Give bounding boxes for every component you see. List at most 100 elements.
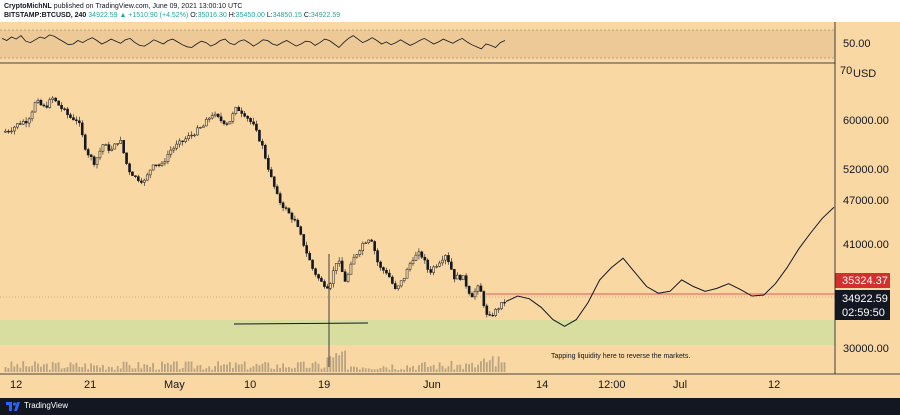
volume-bar	[22, 361, 25, 372]
candle-body	[281, 202, 285, 208]
volume-bar	[43, 364, 45, 372]
volume-bar	[468, 364, 470, 372]
volume-bar	[249, 367, 252, 372]
candle-body	[252, 121, 255, 125]
volume-bar	[16, 364, 19, 372]
volume-bar	[279, 367, 281, 372]
volume-bar	[376, 369, 379, 372]
volume-bar	[229, 362, 231, 372]
candle-body	[166, 153, 170, 162]
close-value: 34922.59	[310, 12, 341, 19]
volume-bar	[350, 366, 352, 372]
volume-bar	[409, 367, 411, 372]
volume-bar	[54, 363, 57, 372]
volume-bar	[243, 361, 246, 372]
volume-bar	[172, 361, 175, 372]
annotation-text: Tapping liquidity here to reverse the ma…	[551, 353, 690, 360]
time-tick: 12	[10, 379, 22, 391]
candle-body	[18, 123, 22, 125]
volume-bar	[69, 362, 72, 372]
candle-body	[485, 305, 489, 315]
candle-body	[78, 120, 81, 124]
chart-area[interactable]: 50.00 70 USD Tapping liquidity here to r…	[0, 22, 900, 398]
candle-body	[89, 154, 93, 157]
liquidity-trendline	[233, 322, 369, 325]
candle-body	[207, 117, 211, 120]
candle-body	[27, 118, 31, 124]
candle-body	[137, 176, 140, 182]
candle-body	[36, 100, 40, 104]
volume-bar	[155, 369, 157, 372]
candle-body	[388, 272, 391, 278]
volume-bar	[394, 369, 397, 372]
candle-body	[86, 149, 90, 156]
volume-bar	[125, 361, 128, 372]
price-unit: USD	[853, 68, 876, 80]
candle-body	[213, 113, 217, 116]
volume-bar	[226, 364, 228, 372]
candle-body	[346, 273, 350, 282]
candle-body	[299, 226, 303, 235]
candle-body	[204, 119, 208, 127]
tradingview-brand[interactable]: TradingView	[24, 401, 69, 410]
volume-bar	[403, 369, 405, 372]
candle-body	[104, 144, 108, 146]
candle-body	[320, 277, 323, 282]
resistance-price-text: 35324.37	[842, 275, 888, 287]
candle-body	[125, 152, 128, 164]
candle-body	[287, 208, 291, 214]
volume-bar	[483, 358, 485, 372]
volume-bar	[382, 366, 385, 372]
time-tick: Jul	[673, 379, 687, 391]
volume-bar	[167, 362, 169, 372]
candle-body	[145, 174, 149, 181]
candle-body	[187, 135, 190, 140]
time-axis[interactable]: 12 21 May 10 19 Jun 14 12:00 Jul 12	[0, 373, 900, 391]
candle-body	[33, 102, 37, 113]
volume-bar	[190, 361, 193, 372]
candle-body	[116, 143, 120, 145]
price-tick: 47000.00	[843, 195, 889, 207]
candle-body	[393, 283, 397, 289]
candle-body	[196, 127, 199, 136]
publisher-name[interactable]: CryptoMichNL	[4, 3, 52, 10]
volume-bar	[107, 366, 110, 372]
countdown-text: 02:59:50	[842, 307, 885, 319]
price-axis[interactable]: 60000.00 52000.00 47000.00 41000.00 3000…	[835, 115, 890, 355]
candle-body	[326, 286, 329, 289]
volume-bar	[459, 364, 462, 372]
volume-bar	[131, 368, 134, 372]
candle-body	[467, 286, 471, 294]
volume-bar	[356, 367, 358, 372]
candle-body	[453, 269, 456, 280]
candle-body	[405, 268, 409, 279]
candle-body	[461, 275, 465, 280]
volume-bar	[232, 367, 234, 372]
volume-bar	[220, 365, 222, 372]
volume-bar	[270, 368, 273, 372]
time-tick: 14	[536, 379, 548, 391]
tradingview-logo-icon[interactable]	[6, 402, 20, 411]
volume-bar	[285, 367, 287, 372]
candle-body	[202, 125, 205, 128]
rsi-axis-label: 50.00	[843, 38, 871, 50]
candle-body	[302, 234, 306, 246]
volume-bar	[418, 365, 420, 372]
volume-bar	[63, 367, 66, 372]
resistance-price-label	[835, 273, 890, 288]
candle-body	[80, 122, 84, 136]
time-tick: Jun	[423, 379, 441, 391]
volume-bar	[143, 364, 146, 372]
high-value: 35450.00	[235, 12, 265, 19]
volume-bar	[110, 367, 113, 372]
current-price-label	[835, 290, 890, 320]
candle-body	[172, 147, 176, 151]
candle-body	[308, 252, 311, 261]
volume-bar	[28, 366, 30, 372]
rsi-pane[interactable]: 50.00	[0, 29, 871, 59]
volume-bar	[119, 368, 122, 372]
candle-body	[329, 283, 332, 289]
candle-body	[7, 130, 10, 133]
volume-bar	[57, 362, 60, 372]
low-label: L:	[266, 12, 273, 19]
